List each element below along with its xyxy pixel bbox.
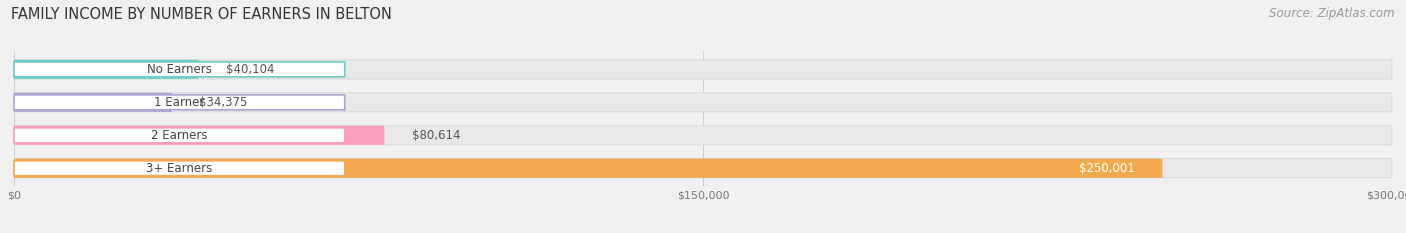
FancyBboxPatch shape xyxy=(14,159,1392,178)
Text: Source: ZipAtlas.com: Source: ZipAtlas.com xyxy=(1270,7,1395,20)
FancyBboxPatch shape xyxy=(14,93,172,112)
FancyBboxPatch shape xyxy=(14,161,344,176)
FancyBboxPatch shape xyxy=(14,62,344,77)
FancyBboxPatch shape xyxy=(14,128,344,143)
FancyBboxPatch shape xyxy=(14,126,1392,145)
FancyBboxPatch shape xyxy=(14,60,1392,79)
Text: 3+ Earners: 3+ Earners xyxy=(146,162,212,175)
FancyBboxPatch shape xyxy=(14,93,1392,112)
FancyBboxPatch shape xyxy=(14,60,198,79)
Text: $80,614: $80,614 xyxy=(412,129,460,142)
Text: 2 Earners: 2 Earners xyxy=(152,129,208,142)
Text: No Earners: No Earners xyxy=(148,63,212,76)
Text: $34,375: $34,375 xyxy=(200,96,247,109)
Text: FAMILY INCOME BY NUMBER OF EARNERS IN BELTON: FAMILY INCOME BY NUMBER OF EARNERS IN BE… xyxy=(11,7,392,22)
Text: $40,104: $40,104 xyxy=(226,63,274,76)
Text: 1 Earner: 1 Earner xyxy=(155,96,205,109)
FancyBboxPatch shape xyxy=(14,126,384,145)
FancyBboxPatch shape xyxy=(14,95,344,110)
Text: $250,001: $250,001 xyxy=(1078,162,1135,175)
FancyBboxPatch shape xyxy=(14,159,1163,178)
